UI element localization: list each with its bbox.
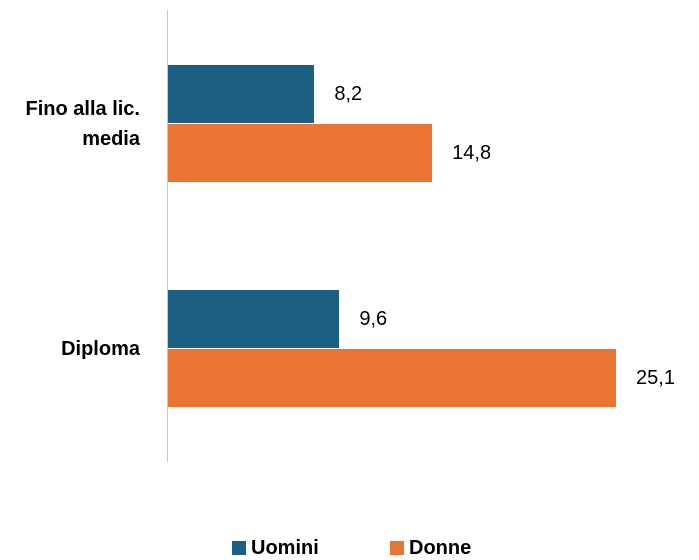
legend-label: Donne [409,537,472,559]
category-label: Fino alla lic. media [25,97,140,150]
value-label: 14,8 [452,142,492,164]
value-label: 25,1 [636,367,675,389]
value-label: 9,6 [359,308,388,330]
legend-swatch [390,541,404,555]
bar [168,349,617,407]
bar [168,124,433,182]
bar [168,290,340,348]
value-label: 8,2 [334,83,363,105]
legend-label: Uomini [251,537,319,559]
legend-swatch [232,541,246,555]
bar [168,65,315,123]
category-label: Diploma [61,337,140,360]
axis-line [167,10,168,462]
